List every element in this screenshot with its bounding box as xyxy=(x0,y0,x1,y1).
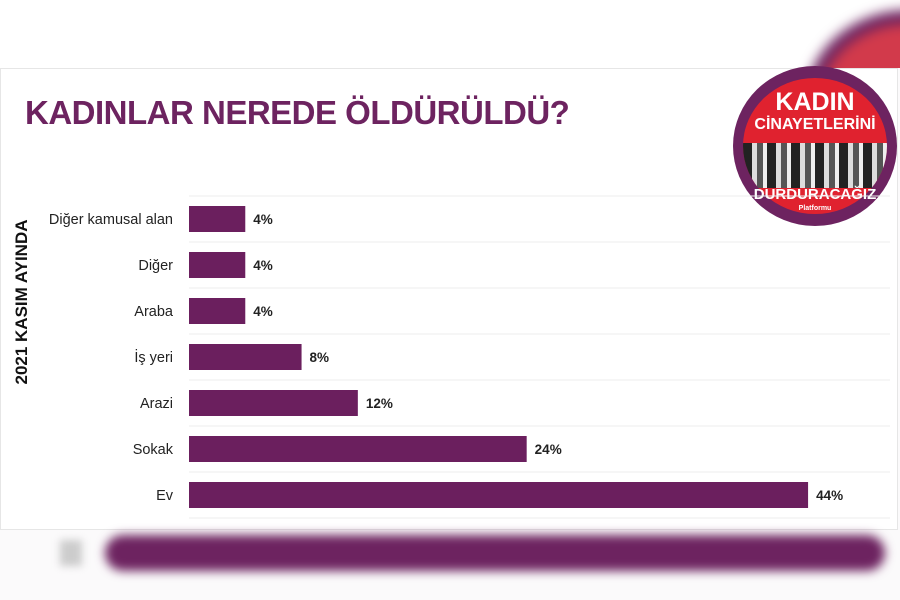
bar-6 xyxy=(189,436,527,462)
bar-2 xyxy=(189,252,246,278)
category-label: Araba xyxy=(134,304,174,320)
blurred-bottom-icon xyxy=(60,540,82,566)
blurred-background-top: ​ xyxy=(0,0,900,68)
category-label: İş yeri xyxy=(134,348,173,366)
value-label: 44% xyxy=(816,488,843,503)
value-label: 8% xyxy=(310,350,330,365)
value-label: 4% xyxy=(253,258,273,273)
logo-text-durduracagiz: DURDURACAĞIZ xyxy=(753,186,877,203)
platform-logo: KADIN CİNAYETLERİNİ DURDURACAĞIZ Platfor… xyxy=(733,66,897,226)
category-label: Diğer xyxy=(138,258,173,274)
bar-3 xyxy=(189,298,246,324)
logo-text-kadin: KADIN xyxy=(775,88,855,116)
value-label: 4% xyxy=(253,304,273,319)
bar-4 xyxy=(189,344,302,370)
value-label: 12% xyxy=(366,396,393,411)
category-label: Ev xyxy=(156,488,174,504)
logo-red-disc xyxy=(743,78,887,214)
logo-text-platformu: Platformu xyxy=(798,205,832,212)
blurred-bottom-bar xyxy=(105,535,885,571)
logo-text-cinayetlerini: CİNAYETLERİNİ xyxy=(754,116,876,133)
bar-1 xyxy=(189,206,246,232)
logo-faces-image xyxy=(743,143,887,188)
category-label: Arazi xyxy=(140,396,173,412)
value-label: 4% xyxy=(253,212,273,227)
category-label: Diğer kamusal alan xyxy=(49,212,173,228)
category-label: Sokak xyxy=(133,442,174,458)
chart-title: KADINLAR NEREDE ÖLDÜRÜLDÜ? xyxy=(25,94,570,131)
bar-7 xyxy=(189,482,809,508)
value-label: 24% xyxy=(535,442,562,457)
bar-5 xyxy=(189,390,358,416)
